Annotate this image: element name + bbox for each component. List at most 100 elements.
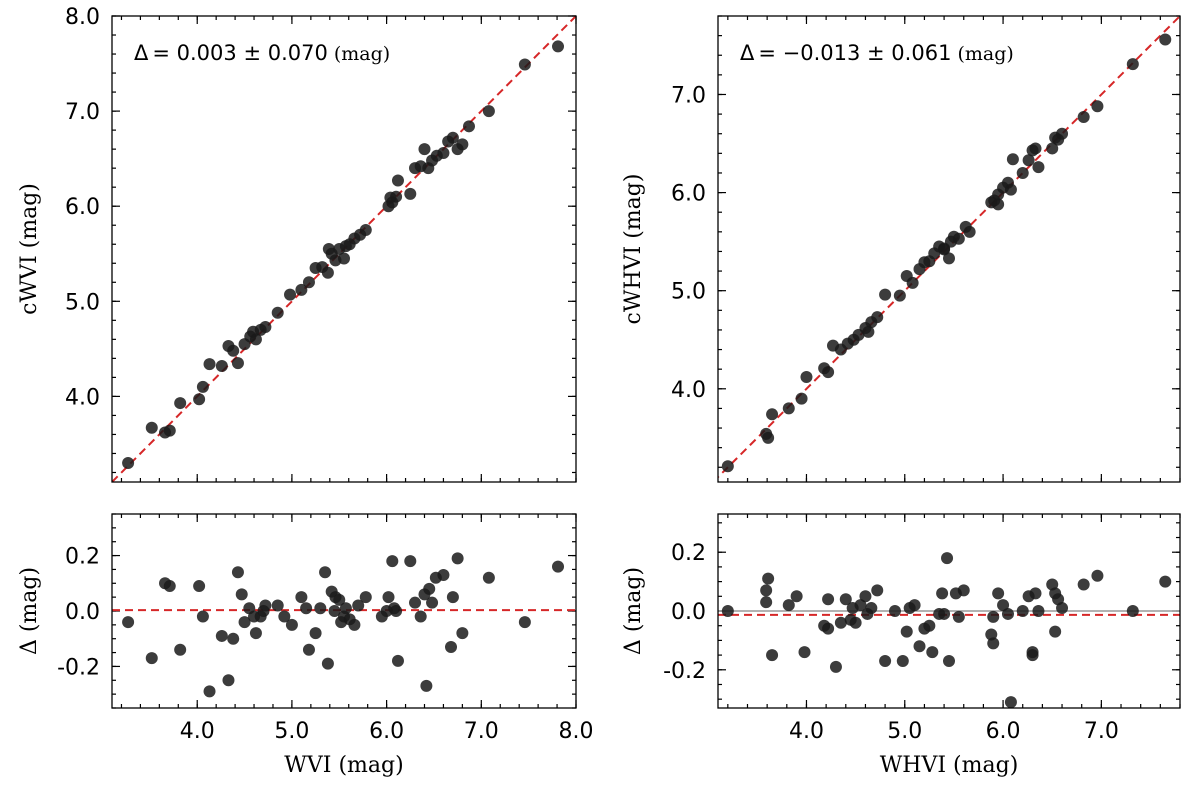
data-point [174, 397, 187, 410]
data-point [359, 591, 372, 604]
data-point [445, 641, 458, 654]
data-point [822, 622, 835, 635]
data-point [302, 276, 315, 289]
data-point [348, 618, 361, 631]
data-point [259, 320, 272, 333]
data-point [1126, 605, 1139, 617]
data-point [957, 584, 970, 597]
data-point [285, 618, 298, 631]
data-point [122, 616, 135, 629]
plot-frame [111, 15, 577, 483]
data-point [404, 187, 417, 200]
data-point [822, 366, 835, 379]
data-point [552, 40, 565, 53]
data-point [1091, 569, 1104, 582]
data-point [359, 223, 372, 236]
data-point [271, 599, 284, 612]
data-point [1016, 166, 1029, 179]
data-point [839, 593, 852, 606]
x-tick-label: 8.0 [559, 719, 594, 744]
data-point [278, 610, 291, 623]
panel-right-bottom: 0.2 0.0 -0.2 4.0 5.0 6.0 7.0 Δ (mag) WHVI (mag) [621, 513, 1181, 778]
annotation-unit: (mag) [957, 43, 1013, 65]
y-axis-label: cWHVI (mag) [621, 174, 646, 325]
data-point [871, 584, 884, 597]
data-point [1077, 578, 1090, 591]
data-point [247, 325, 260, 338]
data-point [145, 652, 158, 665]
plot-frame [111, 513, 577, 709]
data-point [227, 344, 240, 357]
data-point [1029, 587, 1042, 600]
data-point [1159, 575, 1172, 588]
data-point [238, 616, 251, 629]
data-point [1029, 142, 1042, 155]
annotation-unit: (mag) [334, 43, 390, 65]
data-point [762, 431, 775, 444]
y-tick-label: 7.0 [65, 100, 100, 125]
data-point [414, 610, 427, 623]
points-left-top [122, 40, 565, 469]
data-point [862, 325, 875, 338]
data-point [423, 582, 436, 595]
x-tick-label: 4.0 [180, 719, 215, 744]
data-point [451, 552, 464, 565]
data-point [404, 555, 417, 568]
data-point [800, 371, 813, 384]
data-point [859, 590, 872, 603]
data-point [271, 306, 284, 319]
data-point [418, 143, 431, 156]
ticks-right-top [718, 15, 1181, 482]
data-point [295, 283, 308, 296]
data-point [382, 591, 395, 604]
data-point [295, 591, 308, 604]
data-point [446, 131, 459, 144]
data-point [163, 424, 176, 437]
data-point [941, 552, 954, 565]
data-point [992, 587, 1005, 600]
data-point [906, 276, 919, 289]
y-tick-label: 0.0 [65, 600, 100, 625]
data-point [1091, 100, 1104, 113]
data-point [196, 380, 209, 393]
data-point [446, 591, 459, 604]
data-point [1049, 625, 1062, 638]
data-point [952, 232, 965, 245]
data-point [552, 560, 565, 573]
y-tick-label: -0.2 [663, 659, 706, 684]
x-tick-label: 6.0 [369, 719, 404, 744]
data-point [329, 254, 342, 267]
data-point [865, 602, 878, 615]
data-point [284, 288, 297, 301]
data-point [943, 252, 955, 265]
x-axis-label: WHVI (mag) [880, 753, 1019, 778]
x-tick-label: 5.0 [274, 719, 309, 744]
data-point [391, 174, 404, 187]
offset-annotation: Δ = 0.003 ± 0.070 (mag) [134, 41, 390, 65]
data-point [482, 105, 495, 118]
y-tick-label: 6.0 [671, 182, 706, 207]
plot-frame [717, 513, 1181, 709]
data-point [721, 460, 734, 473]
data-point [762, 572, 775, 585]
plot-frame [717, 15, 1181, 483]
x-tick-label: 7.0 [1084, 719, 1119, 744]
data-point [997, 599, 1010, 612]
data-point [257, 605, 270, 617]
y-axis-label: Δ (mag) [621, 567, 646, 655]
data-point [222, 674, 235, 687]
data-point [871, 311, 884, 324]
data-point [322, 243, 335, 255]
data-point [790, 590, 803, 603]
data-point [1004, 696, 1017, 708]
annotation-value: = −0.013 ± 0.061 [758, 41, 951, 65]
data-point [760, 596, 773, 609]
data-point [390, 605, 403, 617]
data-point [456, 627, 469, 640]
data-point [760, 584, 773, 597]
x-tick-label: 4.0 [789, 719, 824, 744]
data-point [227, 632, 240, 645]
data-point [798, 646, 811, 659]
data-point [829, 660, 842, 673]
